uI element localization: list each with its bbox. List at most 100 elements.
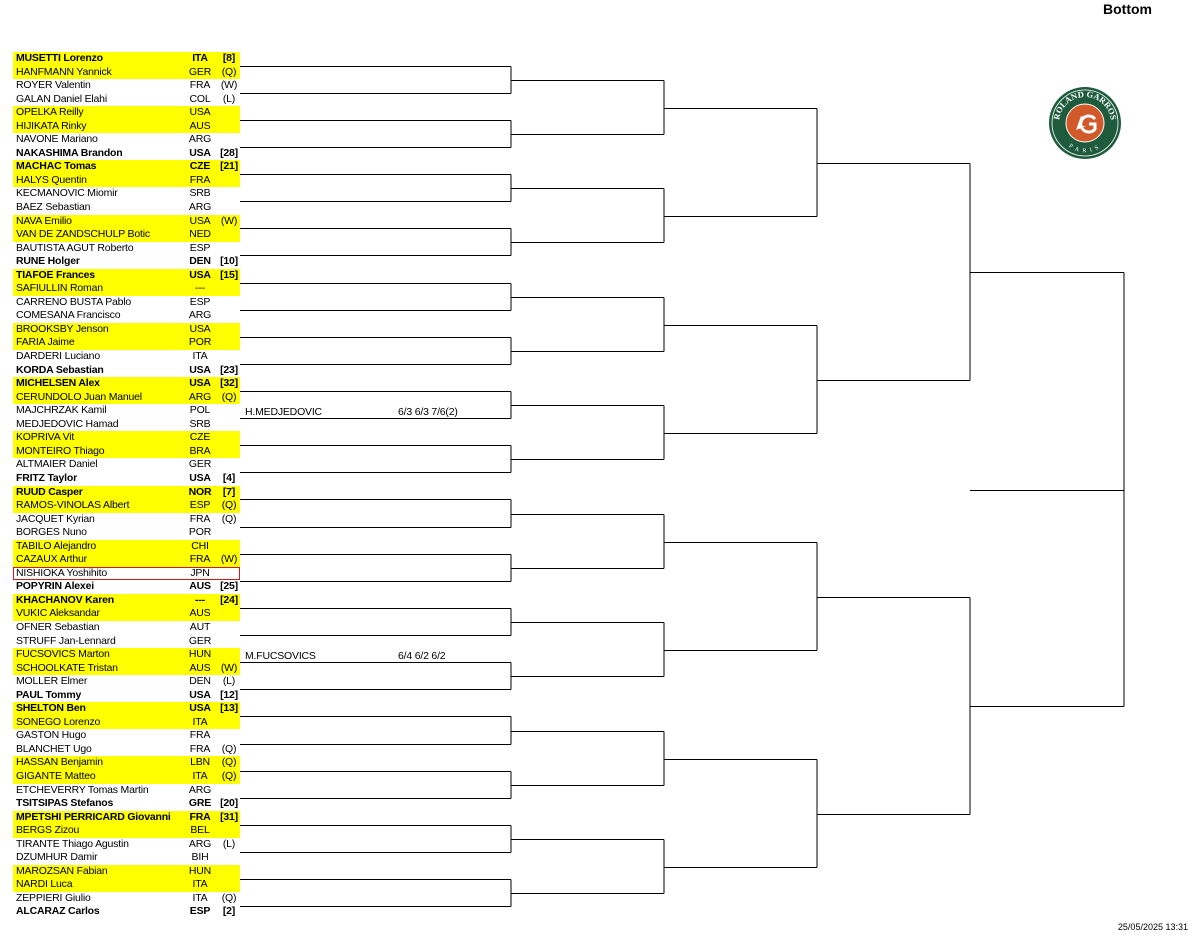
player-row[interactable]: MAROZSAN Fabian HUN — [13, 864, 240, 879]
player-row[interactable]: GIGANTE Matteo ITA (Q) — [13, 769, 240, 784]
player-row[interactable]: TIAFOE Frances USA [15] — [13, 268, 240, 283]
player-row[interactable]: TSITSIPAS Stefanos GRE [20] — [13, 797, 240, 811]
player-row[interactable]: FRITZ Taylor USA [4] — [13, 472, 240, 486]
player-name: BAUTISTA AGUT Roberto — [16, 241, 134, 254]
player-row[interactable]: RUUD Casper NOR [7] — [13, 485, 240, 500]
player-row[interactable]: MUSETTI Lorenzo ITA [8] — [13, 52, 240, 66]
player-name: COMESANA Francisco — [16, 309, 121, 322]
player-name: FRITZ Taylor — [16, 471, 77, 484]
player-row[interactable]: OPELKA Reilly USA — [13, 106, 240, 120]
player-row-selected[interactable]: NISHIOKA Yoshihito JPN — [13, 566, 240, 581]
player-row[interactable]: MEDJEDOVIC Hamad SRB — [13, 418, 240, 432]
player-name: BORGES Nuno — [16, 526, 87, 539]
player-row[interactable]: DARDERI Luciano ITA — [13, 350, 240, 364]
player-name: HIJIKATA Rinky — [16, 119, 87, 132]
player-country: NOR — [188, 485, 212, 498]
player-row[interactable]: GALAN Daniel Elahi COL (L) — [13, 93, 240, 107]
player-country: ESP — [189, 241, 211, 254]
player-row[interactable]: NAKASHIMA Brandon USA [28] — [13, 147, 240, 161]
player-row[interactable]: SHELTON Ben USA [13] — [13, 702, 240, 716]
player-country: AUS — [189, 607, 211, 620]
player-row[interactable]: COMESANA Francisco ARG — [13, 309, 240, 323]
player-row[interactable]: MOLLER Elmer DEN (L) — [13, 675, 240, 689]
player-row[interactable]: ZEPPIERI Giulio ITA (Q) — [13, 892, 240, 906]
player-seed: [2] — [222, 905, 236, 918]
player-row[interactable]: FARIA Jaime POR — [13, 336, 240, 351]
player-name: MONTEIRO Thiago — [16, 444, 105, 457]
player-row[interactable]: HANFMANN Yannick GER (Q) — [13, 65, 240, 80]
player-row[interactable]: RAMOS-VINOLAS Albert ESP (Q) — [13, 499, 240, 513]
player-row[interactable]: ALCARAZ Carlos ESP [2] — [13, 905, 240, 919]
player-country: HUN — [188, 648, 212, 661]
player-row[interactable]: BLANCHET Ugo FRA (Q) — [13, 743, 240, 757]
player-name: SHELTON Ben — [16, 702, 86, 715]
player-country: HUN — [188, 864, 212, 877]
player-row[interactable]: MAJCHRZAK Kamil POL — [13, 404, 240, 418]
player-row[interactable]: PAUL Tommy USA [12] — [13, 689, 240, 703]
player-row[interactable]: HASSAN Benjamin LBN (Q) — [13, 756, 240, 770]
player-row[interactable]: KORDA Sebastian USA [23] — [13, 364, 240, 378]
player-country: DEN — [189, 255, 211, 268]
player-row[interactable]: SCHOOLKATE Tristan AUS (W) — [13, 661, 240, 676]
player-row[interactable]: MPETSHI PERRICARD Giovanni FRA [31] — [13, 810, 240, 825]
player-country: USA — [189, 688, 211, 701]
player-row[interactable]: FUCSOVICS Marton HUN — [13, 648, 240, 662]
player-seed: (L) — [222, 92, 236, 105]
player-row[interactable]: BAUTISTA AGUT Roberto ESP — [13, 242, 240, 256]
player-row[interactable]: KHACHANOV Karen --- [24] — [13, 593, 240, 608]
player-row[interactable]: NAVA Emilio USA (W) — [13, 214, 240, 229]
player-country: --- — [195, 593, 205, 606]
player-seed: [15] — [220, 268, 238, 281]
player-row[interactable]: KOPRIVA Vit CZE — [13, 431, 240, 445]
player-country: USA — [189, 214, 211, 227]
player-row[interactable]: TIRANTE Thiago Agustin ARG (L) — [13, 838, 240, 852]
player-country: USA — [189, 363, 211, 376]
player-row[interactable]: MONTEIRO Thiago BRA — [13, 444, 240, 459]
player-row[interactable]: SAFIULLIN Roman --- — [13, 282, 240, 296]
player-row[interactable]: ROYER Valentin FRA (W) — [13, 79, 240, 93]
player-country: FRA — [189, 729, 211, 742]
player-row[interactable]: CARRENO BUSTA Pablo ESP — [13, 296, 240, 310]
player-country: JPN — [190, 566, 210, 579]
player-row[interactable]: BAEZ Sebastian ARG — [13, 201, 240, 215]
player-row[interactable]: BERGS Zizou BEL — [13, 824, 240, 838]
player-country: ITA — [192, 350, 208, 363]
player-row[interactable]: BROOKSBY Jenson USA — [13, 322, 240, 337]
player-row[interactable]: RUNE Holger DEN [10] — [13, 255, 240, 269]
player-name: TIRANTE Thiago Agustin — [16, 837, 129, 850]
player-row[interactable]: CERUNDOLO Juan Manuel ARG (Q) — [13, 390, 240, 405]
player-country: ARG — [188, 309, 212, 322]
player-row[interactable]: HALYS Quentin FRA — [13, 173, 240, 188]
player-row[interactable]: SONEGO Lorenzo ITA — [13, 715, 240, 730]
player-row[interactable]: KECMANOVIC Miomir SRB — [13, 187, 240, 201]
player-row[interactable]: CAZAUX Arthur FRA (W) — [13, 553, 240, 567]
player-country: FRA — [189, 79, 211, 92]
player-row[interactable]: NARDI Luca ITA — [13, 878, 240, 892]
player-row[interactable]: VUKIC Aleksandar AUS — [13, 607, 240, 621]
player-name: JACQUET Kyrian — [16, 512, 95, 525]
player-row[interactable]: MICHELSEN Alex USA [32] — [13, 377, 240, 391]
player-row[interactable]: MACHAC Tomas CZE [21] — [13, 160, 240, 174]
player-name: NAVA Emilio — [16, 214, 72, 227]
player-country: FRA — [189, 553, 211, 566]
roland-garros-logo: ROLAND GARROS PARIS — [1049, 87, 1121, 159]
player-name: FUCSOVICS Marton — [16, 648, 110, 661]
player-row[interactable]: STRUFF Jan-Lennard GER — [13, 635, 240, 649]
player-row[interactable]: HIJIKATA Rinky AUS — [13, 119, 240, 134]
player-row[interactable]: ALTMAIER Daniel GER — [13, 458, 240, 472]
player-row[interactable]: NAVONE Mariano ARG — [13, 133, 240, 147]
player-country: USA — [189, 322, 211, 335]
player-row[interactable]: TABILO Alejandro CHI — [13, 539, 240, 554]
player-row[interactable]: OFNER Sebastian AUT — [13, 621, 240, 635]
player-row[interactable]: ETCHEVERRY Tomas Martin ARG — [13, 784, 240, 798]
player-seed: [13] — [220, 702, 238, 715]
player-row[interactable]: GASTON Hugo FRA — [13, 729, 240, 743]
player-row[interactable]: BORGES Nuno POR — [13, 526, 240, 540]
player-row[interactable]: POPYRIN Alexei AUS [25] — [13, 580, 240, 594]
player-name: KHACHANOV Karen — [16, 593, 114, 606]
player-seed: [20] — [220, 797, 238, 810]
player-row[interactable]: DZUMHUR Damir BIH — [13, 851, 240, 865]
player-row[interactable]: JACQUET Kyrian FRA (Q) — [13, 513, 240, 527]
player-row[interactable]: VAN DE ZANDSCHULP Botic NED — [13, 228, 240, 242]
player-country: FRA — [189, 810, 211, 823]
